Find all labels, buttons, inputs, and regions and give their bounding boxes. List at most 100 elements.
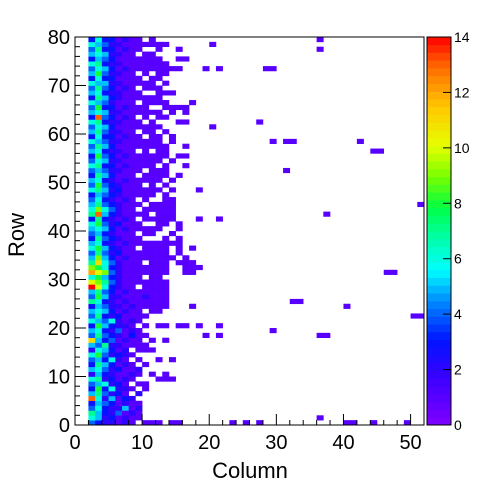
heatmap-cell: [142, 240, 150, 246]
heatmap-cell: [135, 90, 143, 96]
heatmap-cell: [148, 66, 156, 72]
heatmap-cell: [95, 114, 103, 120]
heatmap-cell: [115, 61, 123, 67]
heatmap-cell: [316, 415, 324, 421]
heatmap-cell: [128, 104, 136, 111]
heatmap-cell: [148, 138, 156, 144]
heatmap-cell: [121, 405, 129, 411]
heatmap-cell: [88, 177, 96, 183]
palette-band: [427, 324, 451, 333]
heatmap-cell: [189, 100, 197, 106]
heatmap-cell: [101, 313, 109, 319]
heatmap-cell: [115, 51, 123, 57]
heatmap-cell: [289, 138, 297, 144]
heatmap-cell: [128, 51, 136, 57]
heatmap-cell: [101, 371, 109, 377]
heatmap-cell: [155, 240, 163, 246]
x-axis-title: Column: [212, 458, 288, 483]
heatmap-cell: [88, 109, 96, 115]
heatmap-cell: [95, 303, 103, 309]
heatmap-cell: [101, 395, 109, 402]
heatmap-cell: [121, 255, 129, 261]
heatmap-cell: [269, 66, 277, 72]
heatmap-cell: [108, 366, 116, 372]
heatmap-cell: [95, 298, 103, 305]
heatmap-cell: [115, 167, 123, 174]
heatmap-cell: [88, 37, 96, 43]
heatmap-cell: [88, 90, 96, 96]
heatmap-cell: [215, 332, 223, 338]
palette-band: [427, 207, 451, 216]
heatmap-cell: [128, 134, 136, 140]
heatmap-cell: [95, 245, 103, 251]
heatmap-cell: [88, 216, 96, 222]
heatmap-cell: [155, 138, 163, 144]
heatmap-cell: [121, 371, 129, 377]
heatmap-cell: [101, 255, 109, 261]
heatmap-cell: [108, 70, 116, 77]
heatmap-cell: [88, 56, 96, 62]
heatmap-cell: [135, 269, 143, 275]
heatmap-cell: [356, 138, 364, 144]
heatmap-cell: [155, 294, 163, 300]
heatmap-cell: [142, 104, 150, 111]
heatmap-cell: [115, 177, 123, 183]
heatmap-cell: [88, 274, 96, 280]
heatmap-cell: [121, 235, 129, 241]
heatmap-cell: [101, 124, 109, 130]
heatmap-cell: [88, 289, 96, 295]
heatmap-cell: [168, 206, 176, 212]
heatmap-cell: [88, 342, 96, 348]
heatmap-cell: [350, 420, 358, 426]
heatmap-cell: [108, 342, 116, 348]
heatmap-cell: [162, 153, 170, 159]
heatmap-cell: [142, 129, 150, 135]
heatmap-cell: [135, 95, 143, 101]
y-tick-label: 40: [48, 221, 70, 243]
heatmap-cell: [135, 264, 143, 271]
heatmap-cell: [175, 172, 183, 178]
heatmap-cell: [95, 250, 103, 256]
heatmap-cell: [121, 182, 129, 188]
heatmap-cell: [88, 134, 96, 140]
heatmap-cell: [195, 323, 203, 329]
heatmap-cell: [101, 75, 109, 81]
palette-band: [427, 106, 451, 115]
heatmap-cell: [101, 134, 109, 140]
heatmap-cell: [101, 37, 109, 43]
heatmap-cell: [155, 56, 163, 62]
heatmap-cell: [155, 90, 163, 96]
palette-band: [427, 37, 451, 46]
heatmap-cell: [370, 420, 378, 426]
palette-band: [427, 409, 451, 418]
palette-band: [427, 316, 451, 325]
heatmap-cell: [155, 226, 163, 232]
heatmap-cell: [148, 182, 156, 188]
x-tick-label: 10: [131, 432, 153, 454]
heatmap-cell: [148, 274, 156, 280]
heatmap-cell: [128, 75, 136, 81]
heatmap-cell: [296, 298, 304, 305]
heatmap-cell: [162, 337, 170, 343]
heatmap-cell: [175, 323, 183, 329]
x-tick-label: 0: [69, 432, 80, 454]
heatmap-cell: [175, 46, 183, 52]
heatmap-cell: [148, 153, 156, 159]
heatmap-cell: [108, 172, 116, 178]
heatmap-cell: [128, 143, 136, 149]
heatmap-cell: [128, 420, 136, 426]
heatmap-cell: [101, 163, 109, 169]
heatmap-cell: [128, 260, 136, 266]
heatmap-cell: [88, 376, 96, 382]
heatmap-cell: [88, 308, 96, 314]
heatmap-cell: [115, 206, 123, 212]
heatmap-cell: [108, 269, 116, 275]
heatmap-cell: [155, 114, 163, 120]
x-axis-ticks: 0 10 20 30 40 50: [69, 414, 425, 454]
heatmap-cell: [95, 405, 103, 411]
heatmap-cell: [175, 104, 183, 111]
heatmap-cell: [88, 226, 96, 232]
heatmap-cell: [162, 90, 170, 96]
heatmap-cell: [88, 298, 96, 305]
heatmap-cells: [88, 37, 425, 426]
